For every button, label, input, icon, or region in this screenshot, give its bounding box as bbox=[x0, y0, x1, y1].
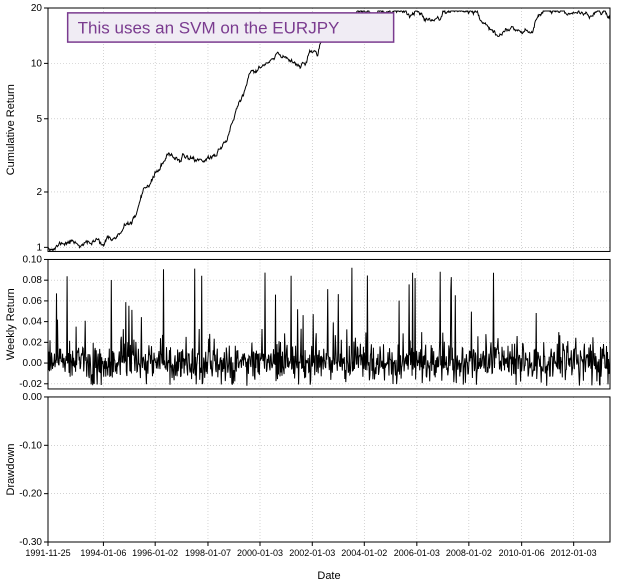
ylabel-cumret: Cumulative Return bbox=[5, 84, 17, 175]
ytick-label: -0.02 bbox=[19, 379, 42, 390]
panel-weekly: -0.02 0.00 0.02 0.04 0.06 0.08 0.10 Weekly Retu… bbox=[5, 254, 610, 389]
ytick-label: 0.04 bbox=[23, 317, 43, 328]
ytick-label: 0.06 bbox=[23, 296, 43, 307]
xtick-label: 1996-01-02 bbox=[132, 548, 178, 558]
xtick-label: 2000-01-03 bbox=[237, 548, 283, 558]
xtick-label: 2006-01-03 bbox=[394, 548, 440, 558]
xtick-label: 1991-11-25 bbox=[25, 548, 70, 558]
ytick-label: 10 bbox=[31, 58, 43, 69]
xtick-label: 1998-01-07 bbox=[185, 548, 231, 558]
xtick-label: 1994-01-06 bbox=[80, 548, 126, 558]
series-cumret bbox=[48, 11, 610, 250]
ytick-label: 5 bbox=[36, 114, 42, 125]
panel-drawdown: -0.30 -0.20 -0.10 0.00 Drawdown bbox=[5, 392, 610, 548]
ytick-label: 2 bbox=[36, 187, 42, 198]
ylabel-weekly: Weekly Return bbox=[5, 288, 17, 360]
series-weekly bbox=[48, 268, 610, 386]
ytick-label: 20 bbox=[31, 3, 43, 14]
ytick-label: 0.08 bbox=[23, 275, 43, 286]
xtick-label: 2012-01-03 bbox=[551, 548, 597, 558]
xtick-label: 2010-01-06 bbox=[499, 548, 545, 558]
performance-chart: 1 2 5 10 20 Cumulative Return This uses an SVM… bbox=[0, 0, 625, 587]
xlabel: Date bbox=[317, 570, 340, 582]
ytick-label: 0.00 bbox=[23, 358, 43, 369]
xtick-label: 2008-01-02 bbox=[446, 548, 492, 558]
ytick-label: 1 bbox=[36, 242, 42, 253]
ytick-label: -0.20 bbox=[19, 489, 42, 500]
xtick-label: 2004-01-02 bbox=[341, 548, 387, 558]
xtick-label: 2002-01-03 bbox=[289, 548, 335, 558]
annotation-text: This uses an SVM on the EURJPY bbox=[78, 18, 340, 37]
ytick-label: 0.02 bbox=[23, 337, 43, 348]
ytick-label: -0.10 bbox=[19, 440, 42, 451]
ylabel-drawdown: Drawdown bbox=[5, 443, 17, 495]
panel-cumret: 1 2 5 10 20 Cumulative Return This uses an SVM… bbox=[5, 3, 610, 253]
ytick-label: -0.30 bbox=[19, 537, 42, 548]
ytick-label: 0.10 bbox=[23, 254, 43, 265]
ytick-label: 0.00 bbox=[23, 392, 43, 403]
